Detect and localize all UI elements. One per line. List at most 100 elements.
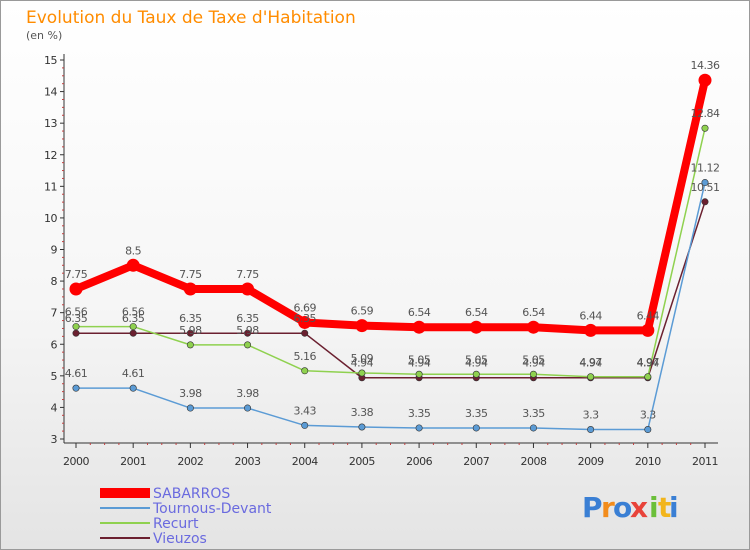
data-point <box>587 426 595 434</box>
data-point <box>129 329 137 337</box>
data-label: 3.98 <box>179 387 202 400</box>
data-label: 4.97 <box>637 356 660 369</box>
y-tick-label: 5 <box>51 370 58 383</box>
data-point <box>584 323 598 337</box>
data-point <box>641 323 655 337</box>
data-label: 5.98 <box>179 324 202 337</box>
data-point <box>301 329 309 337</box>
data-label: 3.3 <box>640 409 656 422</box>
data-label: 6.35 <box>236 312 259 325</box>
data-label: 4.94 <box>579 357 602 370</box>
data-point <box>415 424 423 432</box>
data-point <box>472 424 480 432</box>
data-label: 4.94 <box>637 357 660 370</box>
data-point <box>72 329 80 337</box>
data-label: 6.54 <box>408 306 431 319</box>
legend-label: Recurt <box>153 516 199 532</box>
data-label: 6.44 <box>579 309 602 322</box>
data-point <box>241 282 255 296</box>
series-line-vieuzos <box>76 201 706 379</box>
x-tick-label: 2007 <box>463 455 489 468</box>
data-label: 4.61 <box>65 367 88 380</box>
logo-letter: t <box>658 491 671 524</box>
data-label: 6.35 <box>293 312 316 325</box>
data-point <box>529 424 537 432</box>
x-tick-label: 2005 <box>349 455 375 468</box>
legend-swatch <box>100 507 150 509</box>
data-point <box>129 384 137 392</box>
data-label: 7.75 <box>65 268 88 281</box>
data-label: 5.05 <box>408 353 431 366</box>
data-label: 10.51 <box>691 181 720 194</box>
x-tick-label: 2002 <box>177 455 203 468</box>
data-point <box>72 323 80 331</box>
data-point <box>244 341 252 349</box>
y-tick-label: 10 <box>44 212 57 225</box>
series-line-sabarros <box>74 79 709 335</box>
data-point <box>698 73 712 87</box>
data-label: 12.84 <box>691 107 720 120</box>
data-point <box>358 369 366 377</box>
y-tick-label: 8 <box>51 275 58 288</box>
y-tick-label: 3 <box>51 433 58 446</box>
data-label: 3.43 <box>293 404 316 417</box>
data-point <box>298 315 312 329</box>
x-tick-label: 2009 <box>578 455 604 468</box>
data-label: 11.12 <box>691 162 720 175</box>
data-label: 6.35 <box>179 312 202 325</box>
chart-title: Evolution du Taux de Taxe d'Habitation <box>26 8 356 28</box>
data-label: 5.05 <box>465 353 488 366</box>
y-tick-label: 12 <box>44 149 57 162</box>
data-point <box>469 320 483 334</box>
data-label: 3.38 <box>351 406 374 419</box>
data-point <box>701 179 709 187</box>
data-point <box>244 404 252 412</box>
data-labels: 7.75 8.5 7.75 7.75 6.69 6.59 6.54 6.54 6.54 6.44 6… <box>65 59 721 422</box>
data-point <box>587 373 595 381</box>
x-tick-label: 2010 <box>635 455 661 468</box>
legend-swatch <box>100 537 150 539</box>
data-point <box>415 370 423 378</box>
legend-label: Vieuzos <box>153 531 207 547</box>
y-tick-label: 7 <box>51 307 58 320</box>
axes: 3 4 5 6 7 8 9 10 11 12 13 14 15 2000 2001 2002 2003 2004 2… <box>44 54 719 468</box>
data-point <box>69 282 83 296</box>
data-label: 3.35 <box>408 407 431 420</box>
data-label: 14.36 <box>691 59 720 72</box>
data-point <box>472 370 480 378</box>
logo-letter: P <box>582 491 603 524</box>
y-tick-label: 9 <box>51 244 58 257</box>
data-point <box>72 384 80 392</box>
data-label: 4.61 <box>122 367 145 380</box>
x-tick-label: 2000 <box>63 455 89 468</box>
data-label: 4.94 <box>465 357 488 370</box>
x-tick-label: 2001 <box>120 455 146 468</box>
data-point <box>412 320 426 334</box>
data-label: 6.56 <box>65 306 88 319</box>
data-point <box>355 319 369 333</box>
data-label: 5.05 <box>522 353 545 366</box>
data-label: 4.94 <box>408 357 431 370</box>
data-label: 7.75 <box>236 268 259 281</box>
data-label: 4.94 <box>522 357 545 370</box>
data-label: 7.75 <box>179 268 202 281</box>
series-lines <box>69 73 712 434</box>
data-point <box>301 421 309 429</box>
data-label: 6.35 <box>122 312 145 325</box>
y-tick-label: 4 <box>51 401 58 414</box>
data-label: 6.56 <box>122 306 145 319</box>
logo-letter: x <box>630 491 648 524</box>
data-label: 3.35 <box>522 407 545 420</box>
data-label: 4.94 <box>351 357 374 370</box>
data-label: 5.09 <box>351 352 374 365</box>
x-tick-label: 2011 <box>692 455 718 468</box>
data-label: 5.16 <box>293 350 316 363</box>
data-label: 3.35 <box>465 407 488 420</box>
y-tick-label: 13 <box>44 117 57 130</box>
data-label: 3.3 <box>583 409 599 422</box>
data-point <box>644 426 652 434</box>
x-tick-label: 2006 <box>406 455 432 468</box>
data-point <box>126 258 140 272</box>
